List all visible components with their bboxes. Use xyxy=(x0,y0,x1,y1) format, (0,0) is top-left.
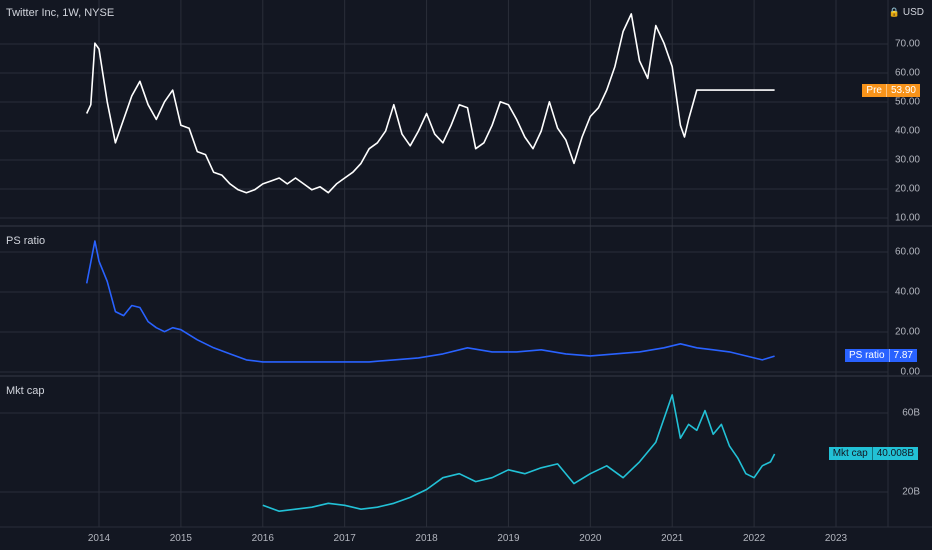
currency-selector[interactable]: 🔒 USD xyxy=(889,7,924,18)
x-tick-label: 2014 xyxy=(87,533,111,544)
price-tag-key: Pre xyxy=(866,85,882,96)
price-y-tick-label: 10.00 xyxy=(894,212,920,224)
price-series-line xyxy=(85,13,775,194)
mcap-tag-key: Mkt cap xyxy=(832,448,868,459)
mcap-y-tick-label: 60B xyxy=(902,407,920,419)
x-tick-label: 2021 xyxy=(661,533,684,544)
ps-y-tick-label: 60.00 xyxy=(894,246,920,258)
x-tick-label: 2018 xyxy=(415,533,438,544)
x-tick-label: 2020 xyxy=(579,533,602,544)
x-tick-label: 2023 xyxy=(824,533,848,544)
ps-ratio-series-line xyxy=(85,240,775,363)
price-tag-value: 53.90 xyxy=(885,84,920,97)
ps-last-value-tag: PS ratio 7.87 xyxy=(844,349,917,362)
x-tick-label: 2015 xyxy=(169,533,192,544)
currency-label: USD xyxy=(902,7,924,18)
ps-tag-key: PS ratio xyxy=(848,350,885,361)
x-tick-label: 2017 xyxy=(333,533,356,544)
mcap-pane-title: Mkt cap xyxy=(6,385,45,397)
price-y-tick-label: 70.00 xyxy=(894,38,920,50)
ps-y-tick-label: 0.00 xyxy=(900,366,920,378)
mcap-tag-value: 40.008B xyxy=(871,447,918,460)
ps-y-tick-label: 20.00 xyxy=(894,326,920,338)
x-tick-label: 2019 xyxy=(497,533,520,544)
price-last-value-tag: Pre 53.90 xyxy=(862,84,920,97)
price-y-tick-label: 40.00 xyxy=(894,125,920,137)
mcap-y-tick-label: 20B xyxy=(902,486,920,498)
x-tick-label: 2022 xyxy=(742,533,766,544)
x-tick-label: 2016 xyxy=(251,533,274,544)
mkt-cap-series-line xyxy=(262,394,776,513)
price-y-tick-label: 30.00 xyxy=(894,154,920,166)
ps-pane-title: PS ratio xyxy=(6,235,46,247)
price-y-tick-label: 60.00 xyxy=(894,67,920,79)
lock-icon[interactable]: 🔒 xyxy=(888,7,900,17)
mcap-last-value-tag: Mkt cap 40.008B xyxy=(828,447,918,460)
price-y-tick-label: 20.00 xyxy=(894,183,920,195)
ps-tag-value: 7.87 xyxy=(888,349,917,362)
price-pane-title: Twitter Inc, 1W, NYSE xyxy=(6,7,115,19)
ps-y-tick-label: 40.00 xyxy=(894,286,920,298)
price-y-tick-label: 50.00 xyxy=(894,96,920,108)
